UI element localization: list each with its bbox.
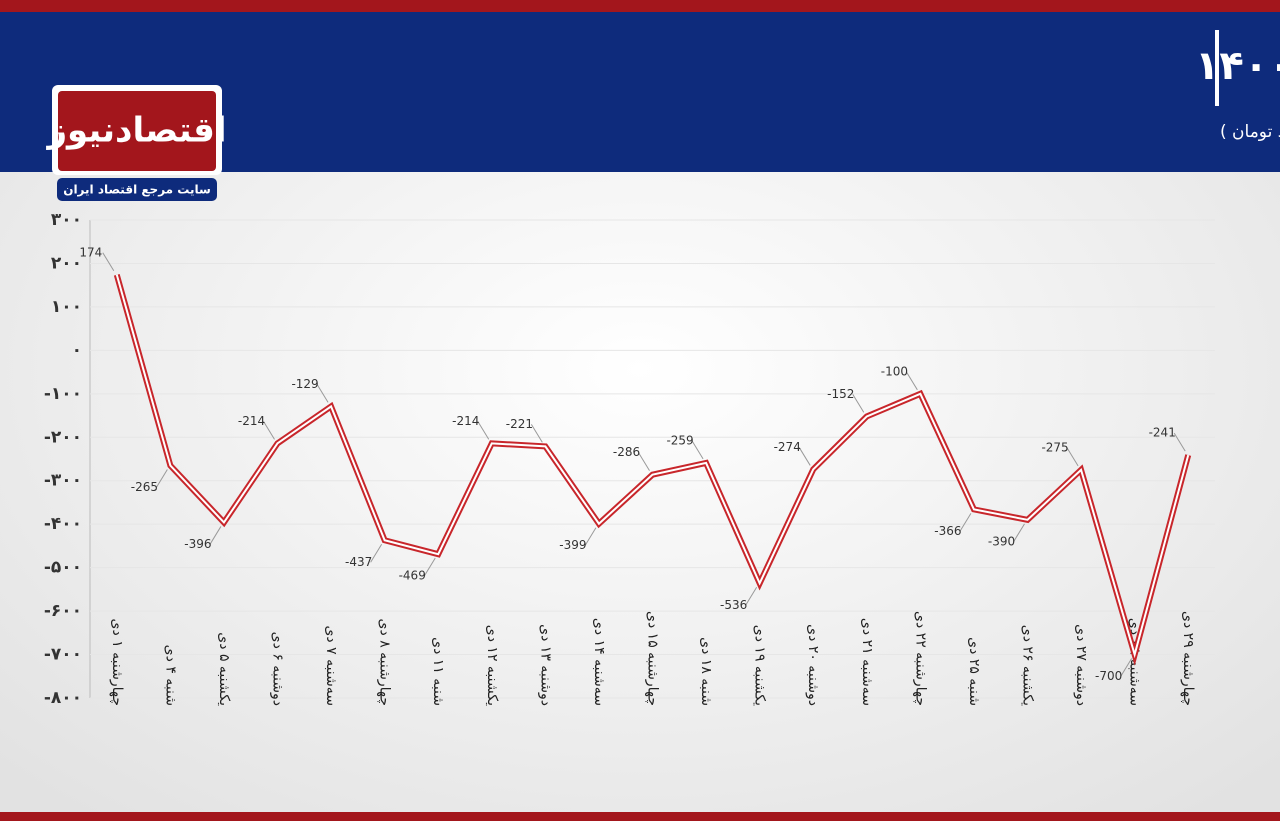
y-tick-label: -۶۰۰ bbox=[44, 601, 82, 621]
x-tick-label: دوشنبه ۲۷ دی bbox=[1073, 624, 1089, 706]
x-tick-label: یکشنبه ۱۹ دی bbox=[752, 625, 768, 706]
data-label: -265 bbox=[131, 480, 158, 494]
x-tick-label: سه‌شنبه ۱۴ دی bbox=[591, 618, 607, 706]
leader-line bbox=[370, 543, 383, 563]
leader-line bbox=[1066, 447, 1079, 467]
top-stripe bbox=[0, 0, 1280, 12]
tagline-box bbox=[57, 178, 217, 201]
leader-line bbox=[423, 557, 436, 577]
leader-line bbox=[584, 527, 597, 547]
data-label: 174 bbox=[79, 245, 102, 259]
y-tick-label: -۳۰۰ bbox=[44, 471, 82, 491]
leader-line bbox=[1013, 523, 1025, 543]
leader-line bbox=[1173, 432, 1186, 452]
data-label: -536 bbox=[720, 598, 747, 612]
y-tick-label: -۴۰۰ bbox=[44, 514, 82, 534]
y-tick-label: -۲۰۰ bbox=[44, 427, 82, 447]
line-highlight bbox=[115, 274, 1190, 659]
y-tick-label: -۱۰۰ bbox=[44, 384, 82, 404]
leader-line bbox=[905, 371, 918, 391]
logo-tagline: سایت مرجع اقتصاد ایران bbox=[63, 183, 211, 197]
x-tick-label: چهارشنبه ۱۵ دی bbox=[645, 611, 661, 706]
leader-line bbox=[477, 421, 490, 440]
leader-line bbox=[638, 452, 650, 471]
data-label: -399 bbox=[559, 538, 586, 552]
data-label: -221 bbox=[506, 417, 533, 431]
x-tick-label: شنبه ۲۵ دی bbox=[966, 637, 982, 706]
leader-line bbox=[691, 440, 704, 460]
x-tick-label: چهارشنبه ۸ دی bbox=[377, 619, 393, 706]
x-tick-label: چهارشنبه ۲۲ دی bbox=[912, 611, 928, 706]
y-tick-label: ۲۰۰ bbox=[51, 253, 82, 273]
x-tick-label: دوشنبه ۱۳ دی bbox=[537, 624, 553, 706]
bottom-stripe bbox=[0, 812, 1280, 821]
data-label: -100 bbox=[881, 364, 908, 378]
data-label: -396 bbox=[184, 537, 211, 551]
leader-line bbox=[530, 424, 543, 443]
y-tick-label: ۰ bbox=[72, 340, 82, 360]
y-tick-label: -۷۰۰ bbox=[44, 645, 82, 665]
data-label: -390 bbox=[988, 534, 1015, 548]
leader-line bbox=[798, 447, 811, 466]
x-tick-label: یکشنبه ۱۲ دی bbox=[484, 625, 500, 706]
data-label: -437 bbox=[345, 555, 372, 569]
y-tick-label: -۸۰۰ bbox=[44, 688, 82, 708]
leader-line bbox=[155, 469, 168, 488]
y-tick-label: ۱۰۰ bbox=[51, 297, 82, 317]
x-tick-label: سه‌شنبه ۷ دی bbox=[323, 625, 339, 706]
data-label: -259 bbox=[666, 433, 693, 447]
x-tick-label: چهارشنبه ۲۹ دی bbox=[1180, 611, 1196, 706]
x-tick-label: دوشنبه ۲۰ دی bbox=[805, 624, 821, 706]
leader-line bbox=[316, 384, 329, 403]
data-label: -214 bbox=[452, 414, 479, 428]
leader-line bbox=[852, 394, 865, 413]
chart-title: روند ورود و خروج پول حقیقی_دی ۱۴۰۰ bbox=[1195, 43, 1280, 89]
leader-line bbox=[745, 587, 758, 606]
y-tick-label: ۳۰۰ bbox=[51, 210, 82, 230]
chart-subtitle: (واحد: میلیارد تومان ) bbox=[1220, 122, 1280, 142]
logo-name: اقتصادنیوز bbox=[45, 111, 226, 151]
data-label: -469 bbox=[399, 569, 426, 583]
leader-line bbox=[209, 526, 222, 545]
data-label: -700 bbox=[1095, 669, 1122, 683]
y-tick-label: -۵۰۰ bbox=[44, 558, 82, 578]
data-label: -275 bbox=[1041, 440, 1068, 454]
x-tick-label: دوشنبه ۶ دی bbox=[270, 632, 286, 706]
leader-line bbox=[263, 421, 275, 440]
x-tick-label: یکشنبه ۵ دی bbox=[216, 632, 232, 706]
leader-line bbox=[1120, 658, 1133, 677]
data-label: -129 bbox=[291, 377, 318, 391]
x-tick-label: شنبه ۴ دی bbox=[162, 645, 178, 706]
data-label: -286 bbox=[613, 445, 640, 459]
x-tick-label: شنبه ۱۱ دی bbox=[430, 637, 446, 706]
leader-line bbox=[102, 252, 115, 272]
x-tick-label: شنبه ۱۸ دی bbox=[698, 637, 714, 706]
data-label: -366 bbox=[934, 524, 961, 538]
x-tick-label: چهارشنبه ۱ دی bbox=[109, 619, 125, 706]
data-label: -274 bbox=[774, 440, 801, 454]
data-label: -241 bbox=[1149, 426, 1176, 440]
data-label: -214 bbox=[238, 414, 265, 428]
leader-line bbox=[959, 513, 972, 532]
logo-box bbox=[58, 91, 216, 171]
title-bar bbox=[1215, 30, 1219, 106]
x-tick-label: یکشنبه ۲۶ دی bbox=[1020, 625, 1036, 706]
x-tick-label: سه‌شنبه ۲۱ دی bbox=[859, 618, 875, 706]
data-label: -152 bbox=[827, 387, 854, 401]
